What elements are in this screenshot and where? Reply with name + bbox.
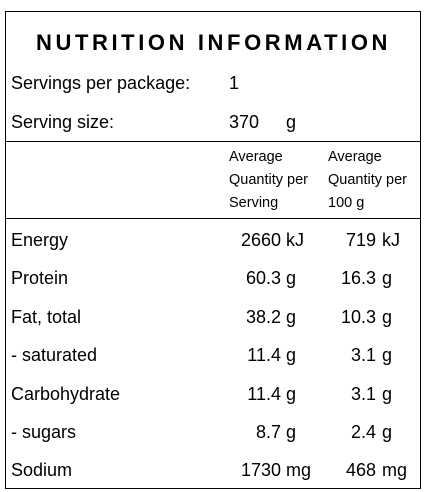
row-per100-saturated: 3.1 <box>350 345 376 365</box>
row-label-saturated: - saturated <box>11 345 98 365</box>
row-serving-unit-sugars: g <box>286 422 297 442</box>
row-label-protein: Protein <box>11 268 69 288</box>
row-serving-carbohydrate: 11.4 <box>247 384 281 404</box>
nutrition-panel <box>5 11 421 489</box>
row-serving-unit-sodium: mg <box>286 460 312 480</box>
serving-size-label: Serving size: <box>11 112 115 132</box>
servings-label: Servings per package: <box>11 73 191 93</box>
panel-title: NUTRITION INFORMATION <box>35 30 392 55</box>
row-label-sugars: - sugars <box>11 422 77 442</box>
divider-top <box>5 141 421 142</box>
col-header-per-100g-2: Quantity per <box>328 172 407 188</box>
row-per100-unit-saturated: g <box>382 345 393 365</box>
row-per100-carbohydrate: 3.1 <box>350 384 376 404</box>
serving-size-unit: g <box>286 112 297 132</box>
row-serving-unit-protein: g <box>286 268 297 288</box>
row-per100-protein: 16.3 <box>340 268 376 288</box>
row-serving-unit-energy: kJ <box>286 230 304 250</box>
row-serving-protein: 60.3 <box>245 268 281 288</box>
serving-size-value: 370 <box>229 112 260 132</box>
row-serving-sodium: 1730 <box>240 460 281 480</box>
col-header-per-100g-3: 100 g <box>328 195 365 211</box>
row-per100-sugars: 2.4 <box>350 422 376 442</box>
row-label-energy: Energy <box>11 230 69 250</box>
row-label-fat-total: Fat, total <box>11 307 82 327</box>
row-label-carbohydrate: Carbohydrate <box>11 384 121 404</box>
col-header-per-100g-1: Average <box>328 149 382 165</box>
servings-value: 1 <box>229 73 240 93</box>
row-per100-unit-sodium: mg <box>382 460 408 480</box>
col-header-per-serving-2: Quantity per <box>229 172 308 188</box>
row-serving-unit-saturated: g <box>286 345 297 365</box>
col-header-per-serving-1: Average <box>229 149 283 165</box>
row-per100-unit-protein: g <box>382 268 393 288</box>
row-serving-unit-fat-total: g <box>286 307 297 327</box>
row-per100-unit-energy: kJ <box>382 230 400 250</box>
col-header-per-serving-3: Serving <box>229 195 279 211</box>
row-serving-energy: 2660 <box>240 230 281 250</box>
row-per100-fat-total: 10.3 <box>340 307 376 327</box>
row-per100-unit-sugars: g <box>382 422 393 442</box>
row-serving-sugars: 8.7 <box>255 422 281 442</box>
row-serving-unit-carbohydrate: g <box>286 384 297 404</box>
divider-header <box>5 218 421 219</box>
row-label-sodium: Sodium <box>11 460 73 480</box>
row-per100-energy: 719 <box>345 230 376 250</box>
row-per100-unit-carbohydrate: g <box>382 384 393 404</box>
row-serving-fat-total: 38.2 <box>245 307 281 327</box>
row-serving-saturated: 11.4 <box>247 345 281 365</box>
row-per100-unit-fat-total: g <box>382 307 393 327</box>
row-per100-sodium: 468 <box>345 460 376 480</box>
